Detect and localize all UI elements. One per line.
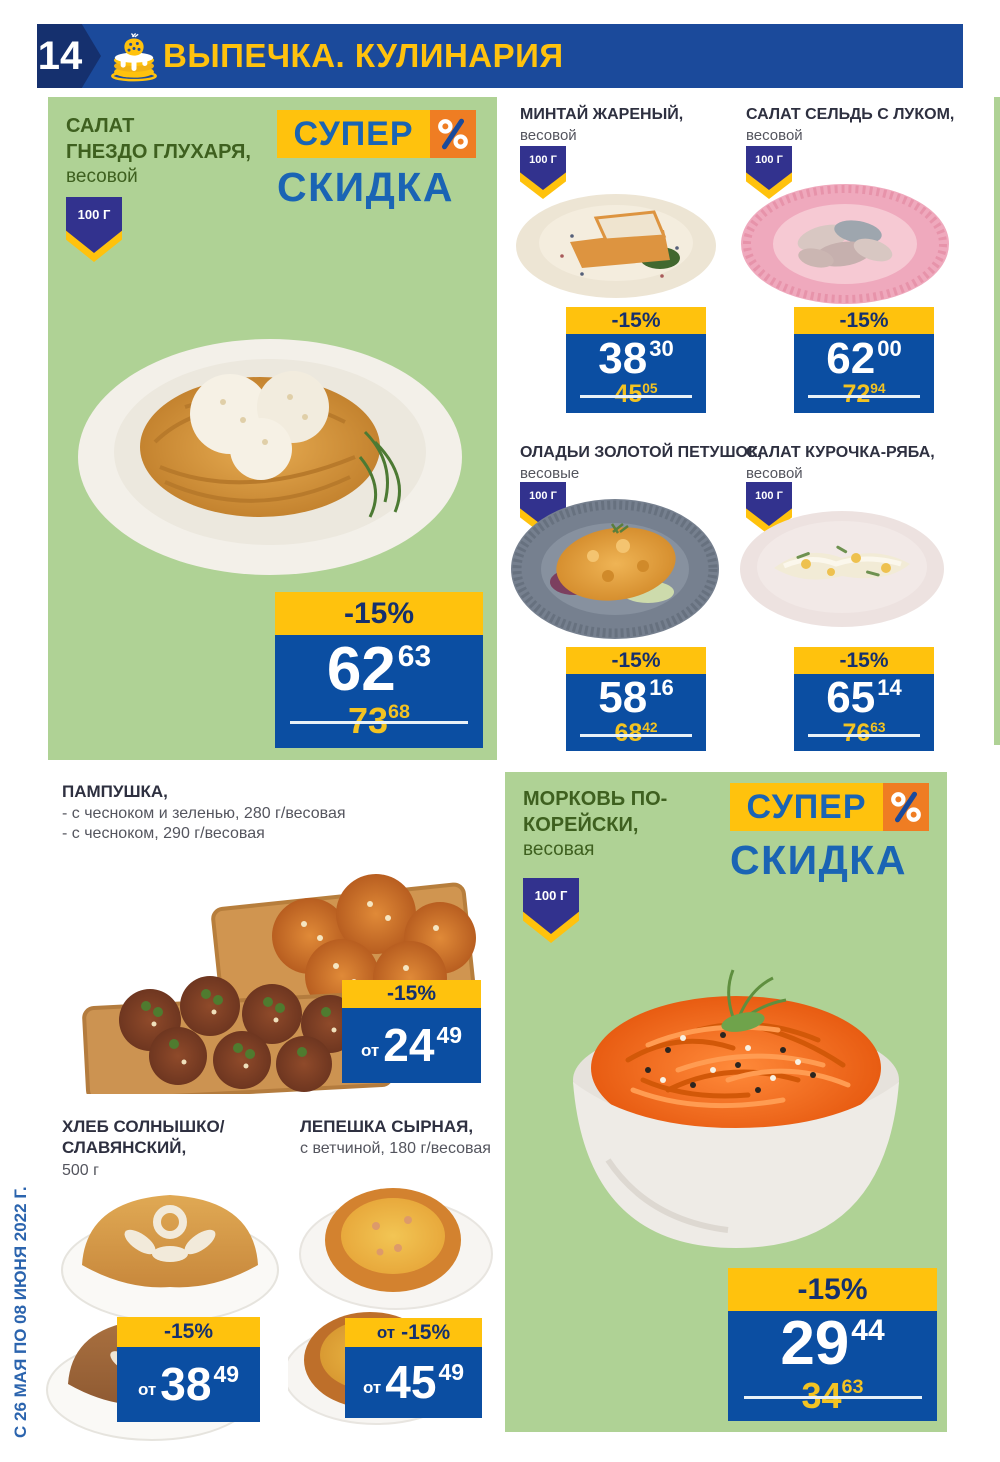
old-price: 73 68 — [290, 703, 468, 739]
percent-icon — [430, 110, 476, 158]
current-price: 62 00 — [826, 333, 902, 383]
strikethrough-line — [579, 394, 692, 398]
discount-label: -15% — [797, 1272, 868, 1306]
page-number: 14 — [37, 24, 101, 88]
product-name: ОЛАДЬИ ЗОЛОТОЙ ПЕТУШОК, весовые — [520, 444, 763, 482]
unit-badge: 100 Г — [523, 878, 579, 943]
price-prefix: от — [137, 1380, 157, 1400]
morkov-photo — [573, 969, 899, 1248]
product-name: САЛАТ КУРОЧКА-РЯБА, весовой — [746, 444, 935, 482]
oladyi-photo — [511, 499, 719, 639]
product-name: МОРКОВЬ ПО- КОРЕЙСКИ, весовая — [523, 786, 667, 863]
strikethrough-line — [290, 721, 468, 725]
product-card-gnezdo: САЛАТ ГНЕЗДО ГЛУХАРЯ, весовой 100 Г СУПЕ… — [48, 97, 497, 760]
discount-label: -15% — [839, 648, 889, 672]
strikethrough-line — [743, 1395, 922, 1399]
product-subtitle: весовой — [746, 127, 803, 144]
product-subtitle: 500 г — [62, 1161, 99, 1179]
product-subtitle: весовой — [746, 465, 803, 482]
product-option: - с чесноком и зеленью, 280 г/весовая — [62, 805, 346, 823]
unit-badge: 100 Г — [520, 146, 566, 199]
discount-label: -15% — [386, 982, 437, 1005]
old-price: 4505 — [579, 382, 692, 407]
price-box: от -15% от 45 49 — [345, 1318, 482, 1418]
percent-icon — [883, 783, 929, 831]
strikethrough-line — [807, 733, 920, 737]
discount-label: -15% — [401, 1320, 451, 1344]
section-header-bar: 14 ВЫПЕЧКА. КУЛИНАРИЯ — [37, 24, 963, 88]
super-discount-logo: СУПЕР СКИДКА — [277, 110, 476, 211]
current-price: 58 16 — [598, 672, 674, 722]
price-box: -15% от 24 49 — [342, 980, 481, 1083]
current-price: 38 30 — [598, 333, 674, 383]
product-name: САЛАТ СЕЛЬДЬ С ЛУКОМ, весовой — [746, 106, 955, 144]
mintay-photo — [516, 194, 716, 298]
seld-photo — [741, 184, 949, 304]
discount-label: -15% — [343, 596, 415, 630]
discount-label: -15% — [611, 308, 661, 332]
unit-badge: 100 Г — [746, 482, 792, 535]
price-box: -15% 62 63 73 68 — [275, 592, 483, 748]
current-price: 62 63 — [326, 634, 432, 704]
current-price: от 24 49 — [360, 1018, 463, 1071]
current-price: 65 14 — [826, 672, 902, 722]
old-price: 7294 — [807, 382, 920, 407]
unit-badge: 100 Г — [746, 146, 792, 199]
gnezdo-salad-photo — [78, 339, 462, 575]
product-card-morkov: МОРКОВЬ ПО- КОРЕЙСКИ, весовая 100 Г СУПЕ… — [505, 772, 947, 1432]
product-subtitle: весовой — [66, 166, 138, 187]
current-price: от 45 49 — [362, 1355, 465, 1408]
pancakes-icon — [109, 30, 159, 87]
strikethrough-line — [807, 394, 920, 398]
unit-badge: 100 Г — [66, 197, 122, 262]
discount-label: -15% — [611, 648, 661, 672]
discount-label: -15% — [163, 1320, 214, 1343]
flyer-date-range: С 26 МАЯ ПО 08 ИЮНЯ 2022 Г. — [11, 1186, 30, 1438]
product-name: МИНТАЙ ЖАРЕНЫЙ, весовой — [520, 106, 684, 144]
product-name: САЛАТ ГНЕЗДО ГЛУХАРЯ, весовой — [66, 113, 251, 190]
strikethrough-line — [579, 733, 692, 737]
super-discount-logo: СУПЕР СКИДКА — [730, 783, 929, 884]
section-title: ВЫПЕЧКА. КУЛИНАРИЯ — [163, 37, 564, 74]
product-option: - с чесноком, 290 г/весовая — [62, 825, 265, 843]
old-price: 34 63 — [743, 1377, 922, 1414]
price-prefix: от — [360, 1041, 380, 1061]
product-name: ПАМПУШКА, - с чесноком и зеленью, 280 г/… — [62, 782, 346, 843]
product-subtitle: весовой — [520, 127, 577, 144]
product-subtitle: весовые — [520, 465, 580, 482]
current-price: 29 44 — [780, 1309, 885, 1379]
adjacent-card-edge — [994, 97, 1000, 745]
discount-prefix: от — [376, 1322, 396, 1342]
price-box: -15% 29 44 34 63 — [728, 1268, 937, 1421]
product-name: ХЛЕБ СОЛНЫШКО/ СЛАВЯНСКИЙ, 500 г — [62, 1117, 225, 1179]
price-prefix: от — [362, 1378, 382, 1398]
product-subtitle: весовая — [523, 839, 595, 860]
product-name: ЛЕПЕШКА СЫРНАЯ, с ветчиной, 180 г/весова… — [300, 1117, 491, 1158]
current-price: от 38 49 — [137, 1357, 240, 1410]
discount-label: -15% — [839, 308, 889, 332]
old-price: 6842 — [579, 721, 692, 746]
old-price: 7663 — [807, 721, 920, 746]
price-box: -15% от 38 49 — [117, 1317, 260, 1422]
product-subtitle: с ветчиной, 180 г/весовая — [300, 1140, 491, 1158]
kurochka-photo — [740, 511, 944, 627]
